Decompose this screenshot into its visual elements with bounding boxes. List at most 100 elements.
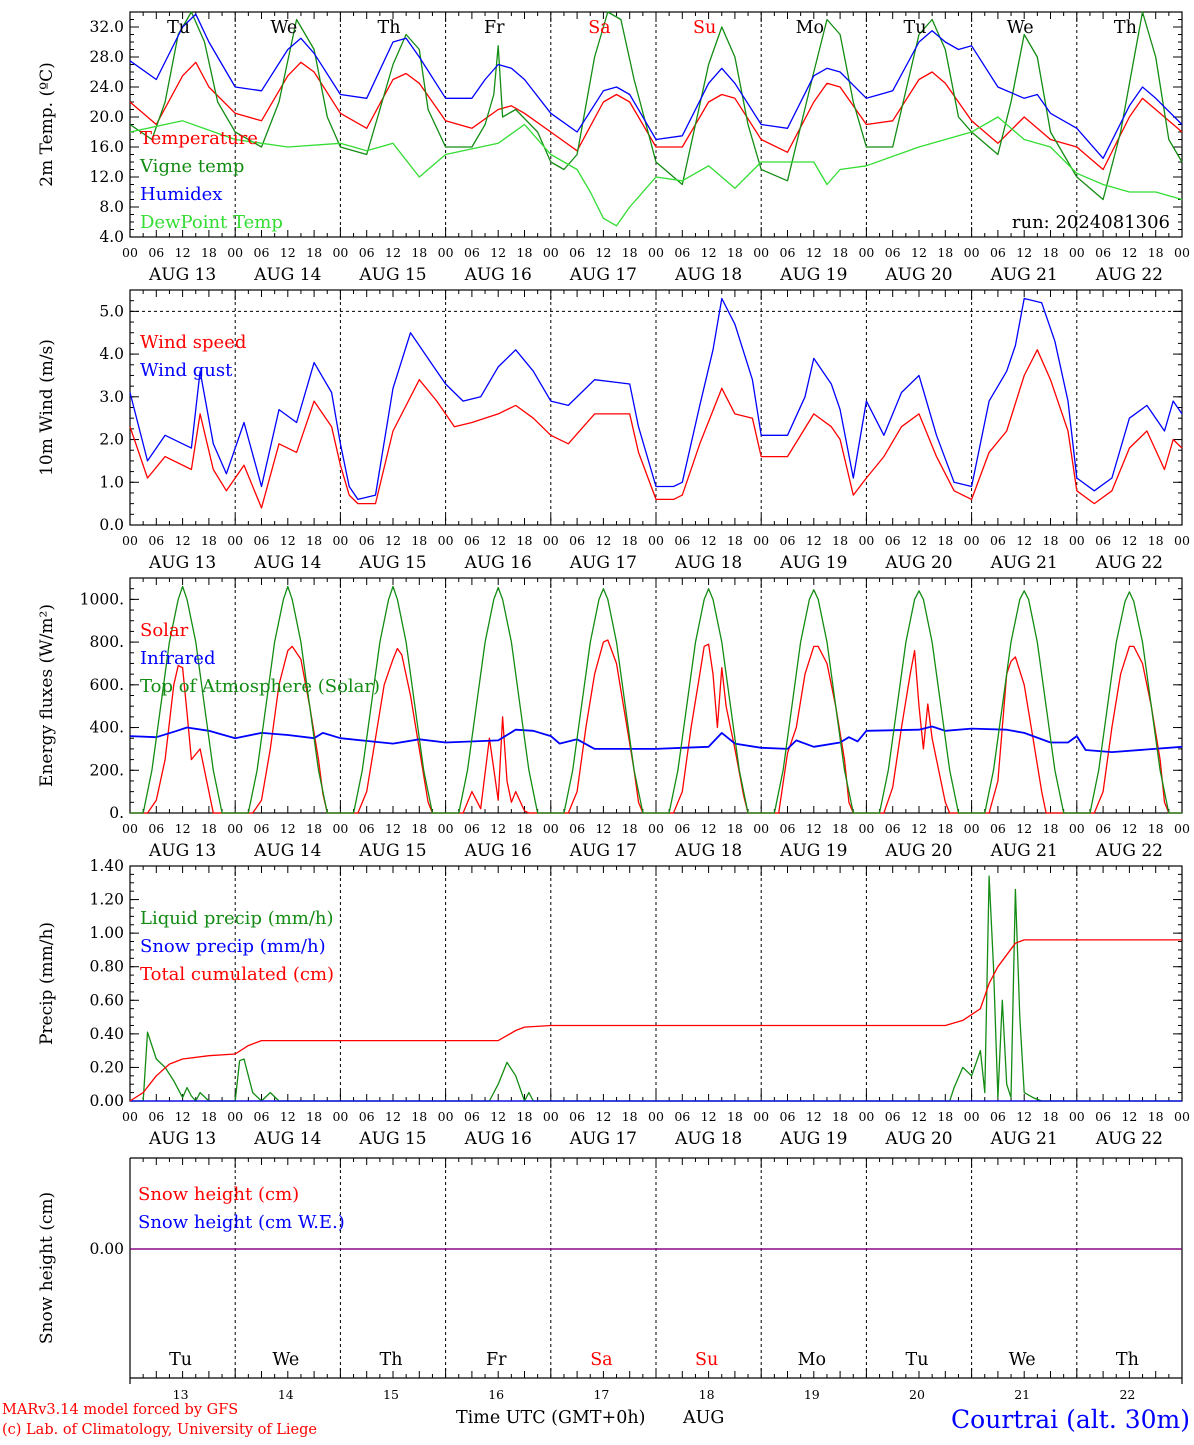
hour-label: 12 (701, 533, 717, 548)
hour-label: 18 (1043, 245, 1059, 260)
y-tick-label: 4.0 (99, 228, 124, 246)
hour-label: 12 (490, 1109, 506, 1124)
hour-label: 06 (254, 1109, 270, 1124)
day-label-top: Th (1114, 18, 1137, 38)
y-tick-label: 200. (89, 761, 124, 779)
hour-label: 12 (911, 1109, 927, 1124)
hour-label: 06 (990, 821, 1006, 836)
y-tick-label: 600. (89, 676, 124, 694)
hour-label: 06 (1095, 1109, 1111, 1124)
hour-label: 00 (122, 245, 138, 260)
legend-entry: Total cumulated (cm) (140, 964, 334, 985)
date-label: AUG 14 (253, 553, 321, 573)
model-credit: MARv3.14 model forced by GFS (2, 1402, 238, 1418)
y-axis-title: 10m Wind (m/s) (37, 339, 57, 476)
hour-label: 18 (1043, 533, 1059, 548)
hour-label: 06 (780, 1109, 796, 1124)
day-label-bottom: Su (695, 1350, 718, 1370)
y-tick-label: 32.0 (89, 18, 124, 36)
y-tick-label: 3.0 (99, 388, 124, 406)
date-label: AUG 15 (358, 265, 426, 285)
hour-label: 06 (990, 245, 1006, 260)
hour-label: 06 (674, 533, 690, 548)
hour-label: 06 (569, 533, 585, 548)
day-label-bottom: We (272, 1350, 299, 1370)
hour-label: 18 (411, 821, 427, 836)
date-label: AUG 19 (779, 841, 847, 861)
day-number-label: 16 (488, 1387, 504, 1402)
hour-label: 12 (280, 245, 296, 260)
date-label: AUG 16 (464, 1129, 532, 1149)
legend-entry: Solar (140, 620, 189, 641)
date-label: AUG 13 (148, 553, 216, 573)
hour-label: 12 (175, 1109, 191, 1124)
hour-label: 12 (280, 1109, 296, 1124)
date-label: AUG 21 (990, 1129, 1058, 1149)
date-label: AUG 17 (569, 1129, 637, 1149)
hour-label: 00 (332, 245, 348, 260)
legend-entry: Top of Atmosphere (Solar) (140, 676, 380, 697)
hour-label: 00 (858, 533, 874, 548)
date-label: AUG 15 (358, 1129, 426, 1149)
hour-label: 12 (1121, 1109, 1137, 1124)
hour-label: 00 (332, 533, 348, 548)
month-label: AUG (682, 1408, 724, 1428)
day-number-label: 15 (383, 1387, 399, 1402)
y-tick-label: 8.0 (99, 198, 124, 216)
y-tick-label: 12.0 (89, 168, 124, 186)
hour-label: 00 (122, 821, 138, 836)
hour-label: 12 (490, 533, 506, 548)
legend-entry: Wind speed (140, 332, 246, 353)
hour-label: 18 (517, 821, 533, 836)
panel-5: 0.00 Snow height (cm) Snow height (cm) Snow… (37, 1157, 1183, 1384)
legend-entry: Liquid precip (mm/h) (140, 908, 334, 929)
date-label: AUG 14 (253, 841, 321, 861)
series-line-top-of-atmosphere-solar- (130, 585, 1182, 814)
hour-label: 06 (148, 1109, 164, 1124)
hour-label: 06 (254, 533, 270, 548)
day-label-bottom: Sa (590, 1350, 612, 1370)
hour-label: 00 (227, 821, 243, 836)
hour-label: 18 (727, 245, 743, 260)
day-label-bottom: Fr (486, 1350, 507, 1370)
hour-label: 18 (937, 1109, 953, 1124)
date-label: AUG 17 (569, 553, 637, 573)
day-number-label: 20 (909, 1387, 925, 1402)
y-tick-label: 0.80 (89, 958, 124, 976)
hour-label: 00 (753, 533, 769, 548)
legend-entry: Temperature (140, 128, 258, 149)
date-label: AUG 13 (148, 265, 216, 285)
date-label: AUG 19 (779, 553, 847, 573)
date-label: AUG 19 (779, 1129, 847, 1149)
hour-label: 18 (411, 1109, 427, 1124)
y-tick-label: 16.0 (89, 138, 124, 156)
y-tick-label: 800. (89, 633, 124, 651)
hour-label: 18 (201, 1109, 217, 1124)
hour-label: 06 (674, 245, 690, 260)
hour-label: 06 (359, 821, 375, 836)
hour-label: 12 (490, 245, 506, 260)
hour-label: 06 (885, 245, 901, 260)
hour-label: 00 (753, 821, 769, 836)
y-axis-title: Precip (mm/h) (37, 922, 57, 1045)
hour-label: 06 (885, 821, 901, 836)
hour-label: 18 (517, 1109, 533, 1124)
day-label-bottom: Th (380, 1350, 403, 1370)
hour-label: 00 (1069, 245, 1085, 260)
hour-label: 12 (595, 533, 611, 548)
day-number-label: 22 (1119, 1387, 1135, 1402)
hour-label: 18 (1043, 1109, 1059, 1124)
hour-label: 06 (569, 245, 585, 260)
day-label-top: Su (693, 18, 716, 38)
hour-label: 18 (727, 821, 743, 836)
hour-label: 12 (385, 1109, 401, 1124)
hour-label: 12 (1016, 821, 1032, 836)
hour-label: 12 (385, 821, 401, 836)
series-line-temperature (129, 61, 1183, 171)
hour-label: 12 (1121, 533, 1137, 548)
hour-label: 12 (175, 245, 191, 260)
hour-label: 06 (990, 533, 1006, 548)
date-label: AUG 21 (990, 841, 1058, 861)
